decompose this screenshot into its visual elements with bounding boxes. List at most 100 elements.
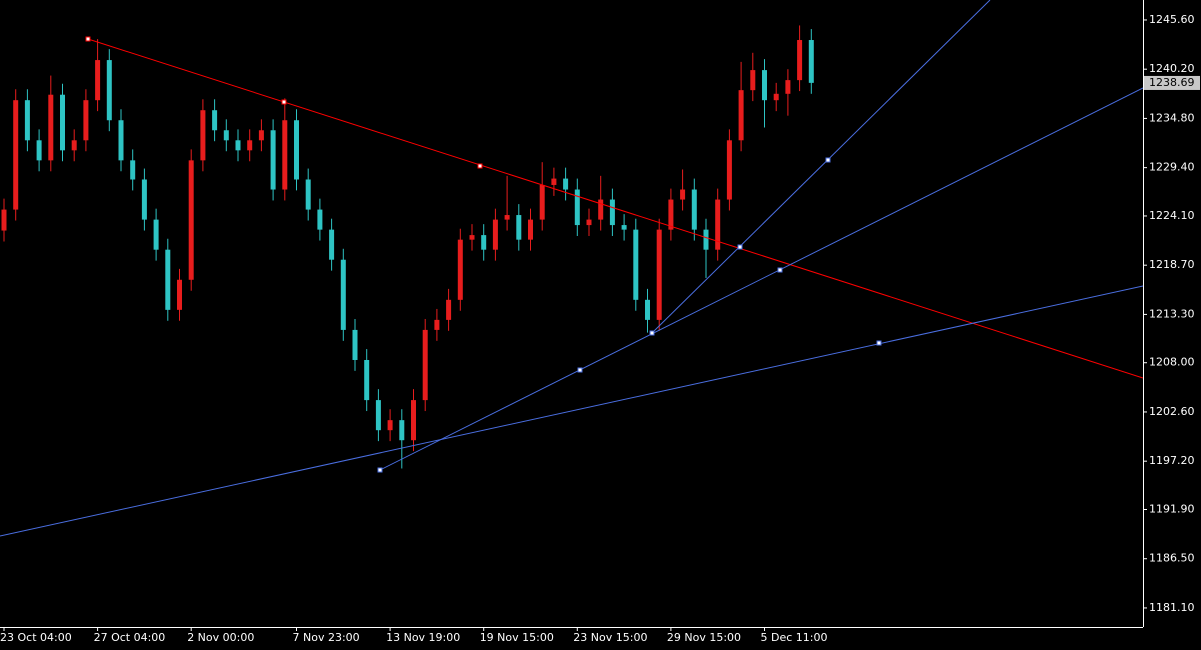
candle-body: [177, 279, 182, 310]
x-tick-label: 23 Oct 04:00: [0, 631, 72, 644]
candles: [1, 25, 814, 469]
candle-body: [797, 40, 803, 81]
candle-body: [375, 400, 381, 431]
anchor: [477, 163, 483, 169]
candle-body: [516, 215, 522, 240]
candle-body: [633, 229, 639, 300]
candle-body: [1, 209, 7, 231]
candle-body: [645, 299, 650, 320]
x-tick-label: 5 Dec 11:00: [761, 631, 828, 644]
blue-trendline: [0, 285, 1143, 537]
candle-body: [762, 70, 767, 101]
candle-body: [270, 130, 276, 190]
candle-body: [528, 219, 533, 240]
candle-body: [130, 160, 136, 180]
y-tick-label: 1234.80: [1149, 111, 1195, 124]
anchor: [85, 36, 91, 42]
candle-body: [457, 239, 463, 300]
candle-body: [621, 225, 627, 230]
candle-body: [24, 100, 30, 141]
candle-body: [294, 120, 299, 180]
candle-body: [726, 140, 732, 200]
candle-body: [153, 219, 159, 250]
x-tick-label: 7 Nov 23:00: [293, 631, 360, 644]
candle-body: [703, 229, 709, 250]
candle-body: [258, 130, 264, 141]
candle-body: [352, 329, 358, 360]
candle-body: [71, 140, 77, 151]
candle-body: [504, 215, 510, 220]
candle-body: [598, 199, 604, 220]
x-tick-label: 27 Oct 04:00: [94, 631, 166, 644]
candle-body: [106, 60, 112, 121]
y-tick-label: 1202.60: [1149, 405, 1195, 418]
y-tick-label: 1191.90: [1149, 502, 1195, 515]
anchor: [577, 367, 583, 373]
anchor: [649, 330, 655, 336]
candle-body: [118, 120, 124, 161]
candle-body: [750, 70, 756, 91]
candle-body: [668, 199, 674, 230]
blue-trendline: [651, 0, 991, 334]
x-tick-label: 29 Nov 15:00: [667, 631, 741, 644]
candle-body: [247, 140, 253, 151]
candle-body: [364, 359, 370, 401]
y-tick-label: 1186.50: [1149, 552, 1195, 565]
candle-body: [200, 110, 206, 161]
y-tick-label: 1240.20: [1149, 62, 1195, 75]
candle-body: [13, 100, 19, 210]
candle-body: [387, 420, 393, 431]
candle-body: [656, 229, 662, 320]
candle-body: [715, 199, 721, 250]
y-tick-label: 1213.30: [1149, 307, 1195, 320]
candle-body: [469, 235, 475, 240]
red-anchors: [85, 36, 483, 169]
candle-body: [586, 219, 592, 226]
y-tick-label: 1224.10: [1149, 209, 1195, 222]
candle-body: [411, 400, 416, 441]
current-price-label: 1238.69: [1149, 76, 1195, 89]
y-tick-label: 1208.00: [1149, 356, 1195, 369]
anchor: [377, 467, 383, 473]
y-tick-label: 1229.40: [1149, 161, 1195, 174]
current-price-box: [1144, 75, 1200, 90]
candle-body: [773, 93, 779, 101]
candle-body: [551, 178, 557, 185]
candle-body: [481, 235, 487, 250]
anchor: [737, 244, 743, 250]
candle-body: [691, 189, 697, 230]
candle-body: [141, 179, 147, 220]
x-tick-label: 13 Nov 19:00: [386, 631, 460, 644]
candle-body: [95, 60, 101, 101]
candle-body: [36, 140, 42, 161]
x-tick-label: 2 Nov 00:00: [187, 631, 254, 644]
red-trendline: [87, 38, 1143, 379]
candle-body: [83, 100, 89, 141]
candle-body: [305, 179, 311, 210]
candle-body: [317, 209, 323, 230]
candle-body: [680, 189, 686, 200]
candle-body: [434, 319, 440, 330]
candle-body: [574, 189, 580, 226]
candle-body: [785, 80, 791, 94]
y-tick-label: 1197.20: [1149, 454, 1195, 467]
blue-anchors: [377, 157, 882, 473]
candle-body: [223, 130, 229, 141]
candle-body: [48, 94, 54, 161]
candle-body: [329, 229, 335, 260]
y-tick-label: 1181.10: [1149, 601, 1195, 614]
candle-body: [422, 329, 428, 401]
anchor: [281, 99, 287, 105]
anchor: [876, 340, 882, 346]
candle-body: [609, 199, 615, 226]
candle-body: [563, 178, 569, 190]
candle-body: [446, 299, 452, 320]
candle-body: [282, 120, 288, 190]
candle-body: [539, 184, 545, 220]
candle-body: [165, 249, 171, 310]
y-tick-label: 1218.70: [1149, 258, 1195, 271]
x-tick-label: 23 Nov 15:00: [573, 631, 647, 644]
blue-trendline: [379, 87, 1143, 471]
trendlines: [0, 0, 1143, 537]
